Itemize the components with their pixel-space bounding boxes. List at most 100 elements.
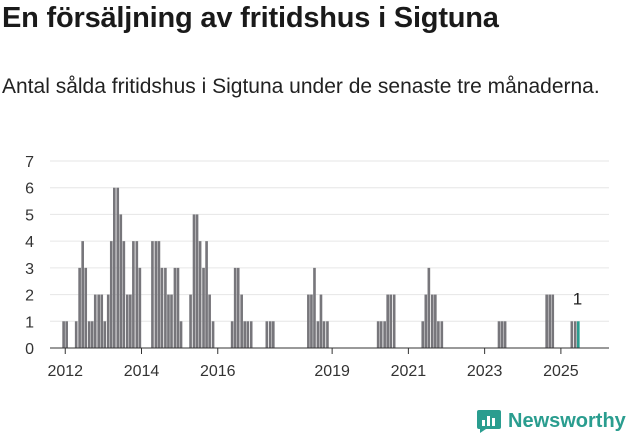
bar bbox=[151, 241, 154, 348]
bar bbox=[62, 321, 65, 348]
y-tick-label: 1 bbox=[25, 314, 34, 331]
y-tick-label: 7 bbox=[25, 154, 34, 171]
bar bbox=[545, 294, 548, 348]
bar bbox=[434, 294, 437, 348]
x-tick-label: 2014 bbox=[124, 363, 160, 380]
x-tick-label: 2025 bbox=[543, 363, 579, 380]
bar bbox=[97, 294, 100, 348]
bar bbox=[195, 214, 199, 348]
bar bbox=[392, 294, 396, 348]
bar bbox=[202, 267, 205, 348]
bar bbox=[170, 294, 173, 348]
bar-highlight bbox=[577, 321, 580, 348]
brand-name: Newsworthy bbox=[508, 409, 626, 432]
bar bbox=[230, 321, 234, 348]
bar bbox=[246, 321, 250, 348]
bar bbox=[138, 267, 142, 348]
bar bbox=[176, 267, 180, 348]
bar bbox=[154, 241, 158, 348]
bar bbox=[389, 294, 393, 348]
bar bbox=[376, 321, 380, 348]
chart-title: En försäljning av fritidshus i Sigtuna bbox=[2, 2, 499, 34]
bar bbox=[205, 241, 208, 348]
bar bbox=[440, 321, 444, 348]
bar bbox=[87, 321, 91, 348]
bar bbox=[500, 321, 504, 348]
y-axis-tick-labels: 0 1 2 3 4 5 6 7 bbox=[25, 154, 34, 358]
bar bbox=[233, 267, 237, 348]
bar bbox=[271, 321, 275, 348]
bar bbox=[129, 294, 132, 348]
bar bbox=[573, 321, 577, 348]
bar bbox=[109, 241, 113, 348]
x-tick-label: 2019 bbox=[314, 363, 350, 380]
bar bbox=[326, 321, 329, 348]
bar bbox=[424, 294, 428, 348]
bar bbox=[437, 321, 440, 348]
x-tick-label: 2023 bbox=[467, 363, 503, 380]
data-label: 1 bbox=[573, 289, 582, 308]
bar bbox=[198, 241, 202, 348]
bar bbox=[65, 321, 68, 348]
bar bbox=[103, 321, 107, 348]
bar bbox=[316, 321, 320, 348]
bar bbox=[167, 294, 170, 348]
brand-logo: Newsworthy bbox=[476, 408, 626, 434]
x-tick-label: 2021 bbox=[391, 363, 427, 380]
bar bbox=[497, 321, 501, 348]
bar bbox=[421, 321, 425, 348]
x-tick-label: 2012 bbox=[47, 363, 83, 380]
bar bbox=[84, 267, 88, 348]
bar bbox=[249, 321, 253, 348]
bar bbox=[551, 294, 555, 348]
bar bbox=[268, 321, 272, 348]
bar bbox=[383, 321, 386, 348]
y-tick-label: 4 bbox=[25, 234, 34, 251]
bar bbox=[78, 267, 81, 348]
bar bbox=[113, 187, 116, 348]
bar bbox=[208, 294, 211, 348]
y-tick-label: 3 bbox=[25, 261, 34, 278]
bar bbox=[548, 294, 552, 348]
bar bbox=[386, 294, 389, 348]
bar bbox=[125, 294, 129, 348]
bar bbox=[192, 214, 196, 348]
bar bbox=[570, 321, 574, 348]
newsworthy-logo-icon bbox=[477, 410, 501, 433]
bar bbox=[135, 241, 139, 348]
bar bbox=[236, 267, 240, 348]
bar bbox=[100, 294, 104, 348]
y-tick-label: 2 bbox=[25, 288, 34, 305]
bar bbox=[322, 321, 326, 348]
bar bbox=[93, 294, 97, 348]
bar bbox=[179, 321, 183, 348]
y-tick-label: 0 bbox=[25, 341, 34, 358]
y-tick-label: 6 bbox=[25, 181, 34, 198]
y-tick-label: 5 bbox=[25, 207, 34, 224]
bar bbox=[160, 267, 164, 348]
bar bbox=[81, 241, 84, 348]
data-labels: 1 bbox=[573, 289, 582, 308]
bar bbox=[132, 241, 135, 348]
grid-lines bbox=[50, 160, 609, 322]
bar bbox=[74, 321, 78, 348]
bar bbox=[164, 267, 167, 348]
x-axis-tick-labels: 2012 2014 2016 2019 2021 2023 2025 bbox=[47, 348, 579, 380]
bar bbox=[430, 294, 434, 348]
bar bbox=[319, 294, 323, 348]
bar bbox=[119, 214, 123, 348]
bar bbox=[265, 321, 269, 348]
bar bbox=[116, 187, 120, 348]
bar bbox=[189, 294, 192, 348]
bars bbox=[62, 187, 580, 348]
bar bbox=[240, 294, 243, 348]
bar bbox=[122, 241, 126, 348]
bar bbox=[310, 294, 313, 348]
x-tick-label: 2016 bbox=[200, 363, 236, 380]
bar bbox=[427, 267, 431, 348]
chart-subtitle: Antal sålda fritidshus i Sigtuna under d… bbox=[2, 75, 600, 98]
bar bbox=[503, 321, 507, 348]
bar bbox=[90, 321, 94, 348]
bar bbox=[157, 241, 161, 348]
bar bbox=[173, 267, 177, 348]
